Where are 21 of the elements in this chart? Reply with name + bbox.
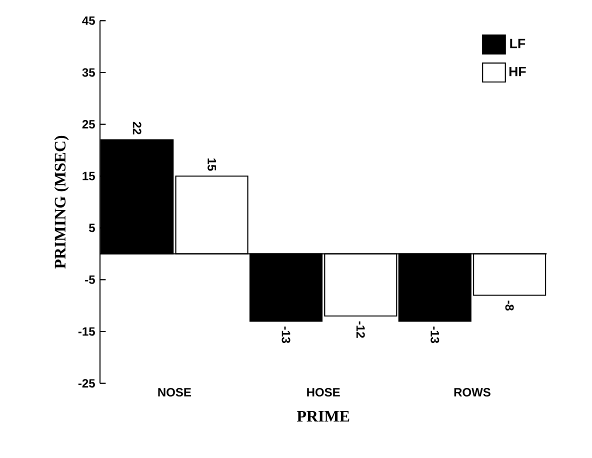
y-tick-label: 5 xyxy=(88,224,95,232)
data-label: -12 xyxy=(356,321,365,338)
data-label: -13 xyxy=(430,326,440,344)
data-label: -8 xyxy=(505,300,514,311)
y-tick-label: 25 xyxy=(82,120,95,129)
x-tick-label: HOSE xyxy=(307,388,340,397)
y-tick-label: 35 xyxy=(82,68,95,77)
y-tick-label: 15 xyxy=(82,172,95,180)
data-label: 22 xyxy=(132,122,142,134)
data-label: -13 xyxy=(282,326,290,344)
y-tick-label: -5 xyxy=(85,276,95,284)
legend-label: LF xyxy=(510,38,526,48)
legend-label: HF xyxy=(509,66,526,76)
y-axis-title: PRIMING (MSEC) xyxy=(54,136,69,269)
y-tick-label: -15 xyxy=(78,327,95,336)
data-label: 15 xyxy=(208,158,216,171)
y-tick-label: -25 xyxy=(78,379,95,388)
y-tick-label: 45 xyxy=(82,16,95,25)
x-axis-title: PRIME xyxy=(296,411,350,422)
x-tick-label: NOSE xyxy=(158,388,191,397)
x-tick-label: ROWS xyxy=(454,388,490,397)
